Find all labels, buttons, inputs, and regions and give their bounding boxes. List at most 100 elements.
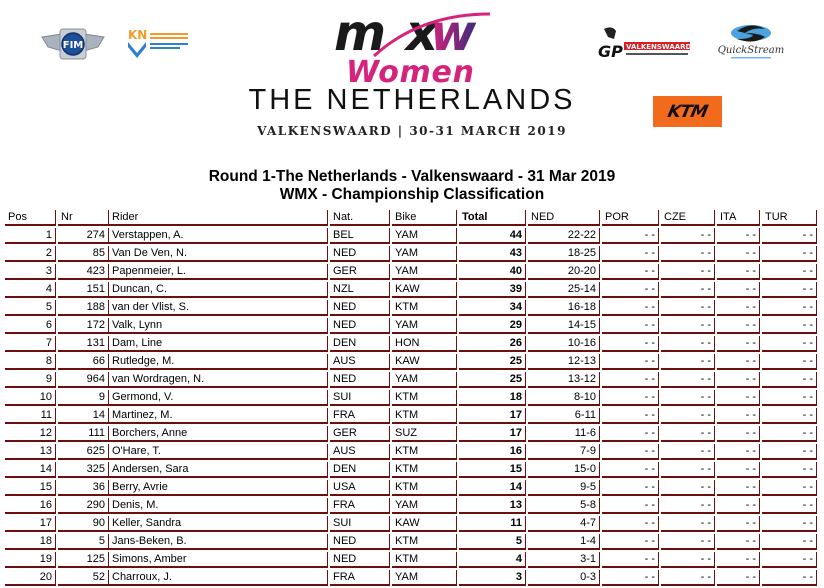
cell-total: 44 <box>459 226 526 244</box>
cell-pos: 20 <box>5 568 56 586</box>
cell-ita: - - <box>717 442 760 460</box>
table-row: 8 66 Rutledge, M. AUS KAW 25 12-13 - - -… <box>5 352 817 370</box>
cell-nr: 9 <box>58 388 109 406</box>
cell-bike: YAM <box>392 568 457 586</box>
cell-cze: - - <box>661 442 715 460</box>
quickstream-logo: QuickStream <box>713 23 789 63</box>
cell-nat: NED <box>330 370 390 388</box>
cell-total: 34 <box>459 298 526 316</box>
cell-tur: - - <box>762 352 817 370</box>
cell-total: 25 <box>459 370 526 388</box>
cell-nr: 5 <box>58 532 109 550</box>
header-cze: CZE <box>661 208 715 226</box>
cell-tur: - - <box>762 370 817 388</box>
cell-nat: FRA <box>330 406 390 424</box>
cell-nr: 52 <box>58 568 109 586</box>
cell-total: 26 <box>459 334 526 352</box>
cell-rider: Borchers, Anne <box>109 424 328 442</box>
cell-tur: - - <box>762 550 817 568</box>
cell-pos: 6 <box>5 316 56 334</box>
cell-cze: - - <box>661 388 715 406</box>
cell-rider: Van De Ven, N. <box>109 244 328 262</box>
cell-tur: - - <box>762 460 817 478</box>
svg-text:mx: mx <box>334 6 440 62</box>
cell-por: - - <box>602 496 659 514</box>
cell-ita: - - <box>717 334 760 352</box>
table-row: 14 325 Andersen, Sara DEN KTM 15 15-0 - … <box>5 460 817 478</box>
cell-tur: - - <box>762 298 817 316</box>
cell-nr: 274 <box>58 226 109 244</box>
header-ned: NED <box>528 208 600 226</box>
cell-pos: 4 <box>5 280 56 298</box>
cell-bike: KTM <box>392 406 457 424</box>
cell-cze: - - <box>661 424 715 442</box>
cell-bike: YAM <box>392 262 457 280</box>
round-heading: Round 1-The Netherlands - Valkenswaard -… <box>208 168 616 185</box>
cell-ita: - - <box>717 496 760 514</box>
cell-total: 17 <box>459 406 526 424</box>
cell-pos: 9 <box>5 370 56 388</box>
cell-por: - - <box>602 280 659 298</box>
cell-nr: 90 <box>58 514 109 532</box>
cell-nat: DEN <box>330 460 390 478</box>
cell-bike: HON <box>392 334 457 352</box>
cell-tur: - - <box>762 280 817 298</box>
table-row: 11 14 Martinez, M. FRA KTM 17 6-11 - - -… <box>5 406 817 424</box>
cell-ned: 0-3 <box>528 568 600 586</box>
cell-tur: - - <box>762 406 817 424</box>
cell-ned: 18-25 <box>528 244 600 262</box>
cell-bike: KTM <box>392 388 457 406</box>
cell-por: - - <box>602 262 659 280</box>
cell-por: - - <box>602 550 659 568</box>
cell-nr: 131 <box>58 334 109 352</box>
classification-heading: WMX - Championship Classification <box>279 186 545 203</box>
cell-cze: - - <box>661 532 715 550</box>
cell-nr: 125 <box>58 550 109 568</box>
cell-tur: - - <box>762 316 817 334</box>
cell-bike: KAW <box>392 352 457 370</box>
cell-nat: BEL <box>330 226 390 244</box>
cell-nat: USA <box>330 478 390 496</box>
table-row: 2 85 Van De Ven, N. NED YAM 43 18-25 - -… <box>5 244 817 262</box>
cell-por: - - <box>602 298 659 316</box>
header-tur: TUR <box>762 208 817 226</box>
cell-por: - - <box>602 568 659 586</box>
cell-rider: Keller, Sandra <box>109 514 328 532</box>
cell-nat: GER <box>330 424 390 442</box>
header-ita: ITA <box>717 208 760 226</box>
cell-nr: 188 <box>58 298 109 316</box>
cell-total: 5 <box>459 532 526 550</box>
cell-ned: 3-1 <box>528 550 600 568</box>
cell-tur: - - <box>762 514 817 532</box>
cell-ita: - - <box>717 352 760 370</box>
cell-pos: 15 <box>5 478 56 496</box>
cell-ned: 12-13 <box>528 352 600 370</box>
cell-pos: 14 <box>5 460 56 478</box>
cell-ned: 15-0 <box>528 460 600 478</box>
cell-tur: - - <box>762 478 817 496</box>
cell-nat: SUI <box>330 514 390 532</box>
cell-nat: FRA <box>330 568 390 586</box>
svg-text:GP: GP <box>598 42 623 61</box>
cell-pos: 11 <box>5 406 56 424</box>
cell-ned: 5-8 <box>528 496 600 514</box>
cell-rider: van Wordragen, N. <box>109 370 328 388</box>
cell-ned: 1-4 <box>528 532 600 550</box>
cell-pos: 3 <box>5 262 56 280</box>
cell-por: - - <box>602 388 659 406</box>
cell-total: 14 <box>459 478 526 496</box>
cell-bike: KTM <box>392 532 457 550</box>
cell-nr: 36 <box>58 478 109 496</box>
cell-nr: 172 <box>58 316 109 334</box>
cell-pos: 1 <box>5 226 56 244</box>
table-row: 15 36 Berry, Avrie USA KTM 14 9-5 - - - … <box>5 478 817 496</box>
fim-logo: FIM <box>40 25 106 61</box>
cell-por: - - <box>602 514 659 532</box>
cell-nat: NED <box>330 550 390 568</box>
table-row: 18 5 Jans-Beken, B. NED KTM 5 1-4 - - - … <box>5 532 817 550</box>
table-row: 13 625 O'Hare, T. AUS KTM 16 7-9 - - - -… <box>5 442 817 460</box>
cell-rider: Dam, Line <box>109 334 328 352</box>
cell-ita: - - <box>717 514 760 532</box>
cell-por: - - <box>602 442 659 460</box>
svg-text:Women: Women <box>346 55 474 86</box>
